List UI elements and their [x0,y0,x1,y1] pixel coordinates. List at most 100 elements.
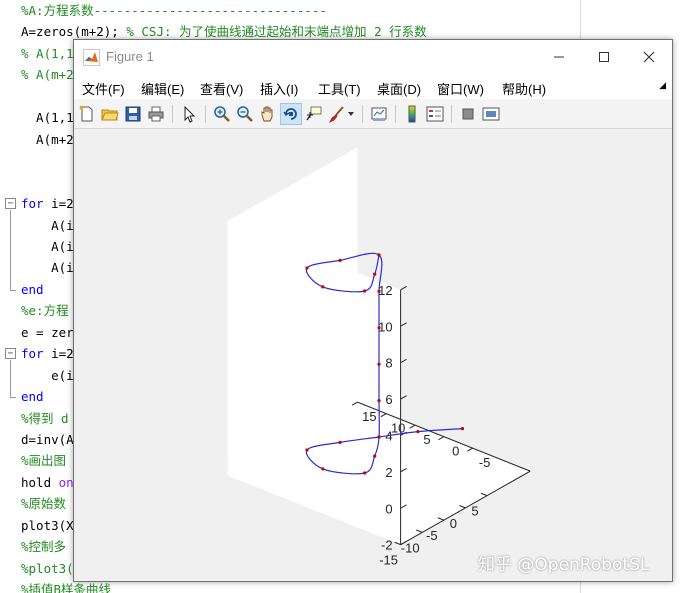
code-line[interactable]: %插值B样条曲线 [21,579,111,593]
code-token: hold [21,474,59,490]
toolbar-separator [205,105,206,123]
code-line[interactable]: e = zer [21,322,74,343]
open-file-button[interactable] [99,103,121,125]
code-token: A(1,1) [21,110,82,126]
brush-dropdown-button[interactable] [346,103,356,125]
code-token: e = zer [21,324,74,340]
code-line[interactable]: %控制多 [21,536,66,557]
maximize-button[interactable] [581,40,626,74]
zoom-in-button[interactable] [211,103,233,125]
code-token: % A(m+2 [21,67,74,83]
new-figure-icon [79,105,93,122]
y-tick-label: 0 [452,444,459,459]
menu-help[interactable]: 帮助(H) [502,82,547,97]
code-line[interactable]: plot3(X [21,515,74,536]
data-point [377,399,381,403]
menu-window[interactable]: 窗口(W) [437,82,484,97]
dropdown-arrow-icon [348,112,354,116]
hide-plot-tools-button[interactable] [457,103,479,125]
data-point [377,253,381,257]
code-token: %得到 d [21,410,69,426]
link-plot-button[interactable] [368,103,390,125]
data-point [373,272,377,276]
menu-edit[interactable]: 编辑(E) [141,82,185,97]
menu-view[interactable]: 查看(V) [200,82,244,97]
legend-button[interactable] [424,103,446,125]
code-line[interactable]: d=inv(A [21,429,74,450]
data-point [305,448,309,452]
code-line[interactable]: e(i [21,365,74,386]
figure-window[interactable]: Figure 1 文件(F) 编辑(E) 查看(V) 插入(I) 工具(T) 桌… [73,39,673,582]
close-icon [643,51,654,63]
code-token: %A:方程系数------------------------------- [21,3,327,18]
pointer-button[interactable] [178,103,200,125]
code-line[interactable]: A(1,1) [21,107,81,128]
rotate-3d-icon [283,108,297,120]
code-line[interactable]: A(i [21,215,74,236]
menu-dock-arrow-icon[interactable]: ◢ [659,80,666,90]
z-tick [400,468,407,473]
code-token: A=zeros(m+2); [21,24,127,40]
code-line[interactable]: A(i [21,236,74,257]
fold-toggle-for-loop-2[interactable]: − [5,348,16,359]
code-line[interactable]: % A(1,1 [21,43,74,64]
window-title: Figure 1 [106,49,154,64]
y-tick-label: 5 [423,432,430,447]
code-line[interactable]: for i=2 [21,343,74,364]
legend-icon [426,106,444,122]
fold-end [10,397,16,398]
z-tick [400,540,407,546]
x-tick-label: 0 [450,516,457,531]
close-button[interactable] [626,40,671,74]
pointer-icon [184,105,196,123]
zoom-out-button[interactable] [234,103,256,125]
pan-button[interactable] [257,103,279,125]
code-line[interactable]: end [21,279,44,300]
print-button[interactable] [145,103,167,125]
code-line[interactable]: %A:方程系数------------------------------- [21,0,327,21]
code-line[interactable]: A=zeros(m+2); % CSJ: 为了使曲线通过起始和末端点增加 2 行… [21,21,427,42]
code-line[interactable]: A(m+2, [21,129,81,150]
code-line[interactable]: A(i [21,257,74,278]
back-pane-right [227,147,358,476]
title-bar[interactable]: Figure 1 [74,40,672,74]
brush-button[interactable] [326,103,348,125]
show-plot-tools-button[interactable] [480,103,502,125]
brush-icon [329,106,344,123]
plot-area[interactable]: 12 10 8 6 4 2 0 -2 -15 -10 -5 0 5 15 10 5 0 -5 [74,130,672,581]
x-tick [480,492,488,497]
code-line[interactable]: for i=2 [21,193,74,214]
code-token: %plot3( [21,560,74,576]
new-figure-button[interactable] [76,103,98,125]
code-line[interactable]: %e:方程 [21,300,69,321]
menu-desktop[interactable]: 桌面(D) [377,82,422,97]
code-line[interactable]: %画出图 [21,450,66,471]
menu-file[interactable]: 文件(F) [82,82,125,97]
menu-tools[interactable]: 工具(T) [318,82,361,97]
data-point [321,285,325,289]
x-tick [437,517,444,521]
code-line[interactable]: hold on [21,472,74,493]
code-line[interactable]: %原始数 [21,493,66,514]
code-line[interactable]: %得到 d [21,408,69,429]
z-tick-label: 10 [378,319,392,334]
code-line[interactable]: end [21,386,44,407]
data-point [305,266,309,270]
code-token: A(i [21,217,74,233]
data-cursor-button[interactable] [303,103,325,125]
rotate-3d-button[interactable] [280,103,302,125]
zoom-out-icon [237,106,253,122]
code-line[interactable]: % A(m+2 [21,64,74,85]
fold-toggle-for-loop-1[interactable]: − [5,198,16,209]
fold-gutter: − − [0,0,18,593]
matlab-logo-icon [83,49,100,66]
save-button[interactable] [122,103,144,125]
minimize-button[interactable] [536,40,581,74]
code-token: end [21,389,44,405]
z-tick [400,358,407,364]
code-line[interactable]: %plot3( [21,558,74,579]
colorbar-button[interactable] [401,103,423,125]
menu-insert[interactable]: 插入(I) [260,82,299,97]
x-tick-label: -15 [379,553,398,568]
